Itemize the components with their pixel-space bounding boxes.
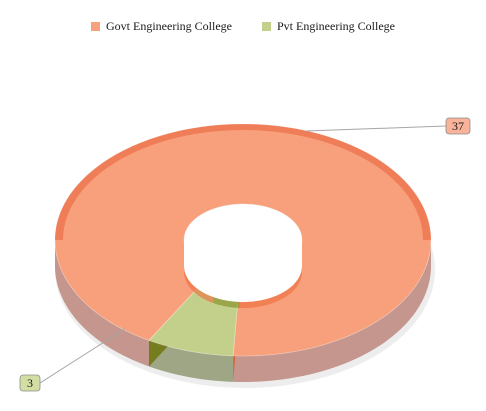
data-label-box-govt — [445, 117, 471, 135]
outer-wall-govt-0 — [55, 240, 149, 367]
legend-swatch-govt — [91, 22, 101, 31]
inner-wall-front-1-1 — [213, 297, 240, 308]
inner-wall-front-0-1 — [239, 266, 302, 308]
legend-swatch-pvt — [262, 22, 271, 31]
leader-line-govt — [305, 125, 447, 132]
data-label-pvt: 3 — [27, 376, 33, 390]
inner-wall-front-0-0 — [184, 266, 214, 304]
legend-item-govt: Govt Engineering College — [91, 19, 232, 34]
legend-item-pvt: Pvt Engineering College — [262, 19, 395, 34]
legend: Govt Engineering College Pvt Engineering… — [0, 19, 486, 34]
data-label-box-pvt — [19, 374, 41, 392]
data-label-govt: 37 — [452, 119, 464, 133]
legend-label-pvt: Pvt Engineering College — [277, 19, 395, 33]
legend-label-govt: Govt Engineering College — [106, 19, 232, 33]
leader-line-pvt — [39, 328, 125, 384]
donut-hole — [184, 204, 302, 302]
outer-wall-govt-1 — [233, 240, 431, 382]
outer-wall-pvt-0 — [149, 340, 234, 382]
